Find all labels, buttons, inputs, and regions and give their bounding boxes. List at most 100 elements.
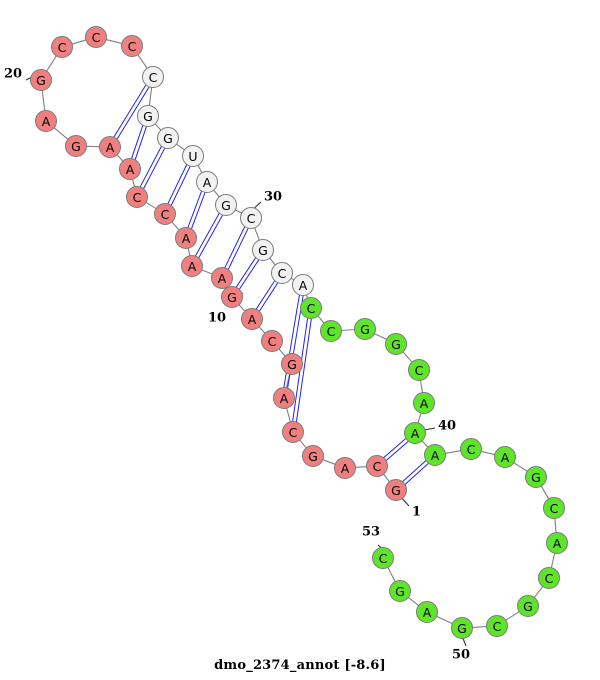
nucleotide-1[interactable]: G (385, 479, 407, 501)
nucleotide-circle[interactable] (538, 567, 560, 589)
nucleotide-circle[interactable] (154, 203, 176, 225)
nucleotide-44[interactable]: G (525, 466, 547, 488)
nucleotide-circle[interactable] (460, 438, 482, 460)
nucleotide-9[interactable]: A (241, 308, 263, 330)
nucleotide-13[interactable]: A (175, 227, 197, 249)
nucleotide-circle[interactable] (126, 186, 148, 208)
nucleotide-47[interactable]: C (538, 567, 560, 589)
nucleotide-7[interactable]: G (281, 353, 303, 375)
nucleotide-circle[interactable] (142, 66, 164, 88)
nucleotide-3[interactable]: A (334, 457, 356, 479)
nucleotide-circle[interactable] (494, 446, 516, 468)
nucleotide-circle[interactable] (240, 207, 262, 229)
nucleotide-circle[interactable] (175, 227, 197, 249)
nucleotide-circle[interactable] (221, 286, 243, 308)
nucleotide-circle[interactable] (273, 387, 295, 409)
nucleotide-17[interactable]: A (99, 136, 121, 158)
nucleotide-36[interactable]: G (354, 318, 376, 340)
nucleotide-31[interactable]: G (252, 239, 274, 261)
nucleotide-circle[interactable] (517, 595, 539, 617)
nucleotide-45[interactable]: C (543, 497, 565, 519)
nucleotide-circle[interactable] (486, 615, 508, 637)
nucleotide-circle[interactable] (385, 333, 407, 355)
nucleotide-circle[interactable] (121, 35, 143, 57)
nucleotide-16[interactable]: A (119, 158, 141, 180)
nucleotide-circle[interactable] (181, 255, 203, 277)
nucleotide-12[interactable]: A (181, 255, 203, 277)
nucleotide-circle[interactable] (302, 445, 324, 467)
nucleotide-circle[interactable] (65, 135, 87, 157)
nucleotide-15[interactable]: C (126, 186, 148, 208)
nucleotide-circle[interactable] (211, 267, 233, 289)
nucleotide-42[interactable]: C (460, 438, 482, 460)
nucleotide-circle[interactable] (416, 601, 438, 623)
nucleotide-circle[interactable] (451, 617, 473, 639)
nucleotide-6[interactable]: A (273, 387, 295, 409)
nucleotide-circle[interactable] (366, 455, 388, 477)
nucleotide-circle[interactable] (404, 422, 426, 444)
nucleotide-4[interactable]: G (302, 445, 324, 467)
nucleotide-43[interactable]: A (494, 446, 516, 468)
nucleotide-23[interactable]: C (121, 35, 143, 57)
nucleotide-circle[interactable] (300, 297, 322, 319)
nucleotide-circle[interactable] (30, 69, 52, 91)
nucleotide-53[interactable]: C (372, 547, 394, 569)
nucleotide-circle[interactable] (389, 580, 411, 602)
nucleotide-circle[interactable] (137, 105, 159, 127)
nucleotide-10[interactable]: G (221, 286, 243, 308)
nucleotide-circle[interactable] (413, 392, 435, 414)
nucleotide-37[interactable]: G (385, 333, 407, 355)
nucleotide-circle[interactable] (372, 547, 394, 569)
nucleotide-circle[interactable] (261, 330, 283, 352)
nucleotide-circle[interactable] (546, 532, 568, 554)
nucleotide-26[interactable]: G (157, 127, 179, 149)
nucleotide-11[interactable]: A (211, 267, 233, 289)
nucleotide-20[interactable]: G (30, 69, 52, 91)
nucleotide-5[interactable]: C (282, 421, 304, 443)
nucleotide-33[interactable]: A (292, 274, 314, 296)
nucleotide-28[interactable]: A (196, 171, 218, 193)
nucleotide-circle[interactable] (241, 308, 263, 330)
nucleotide-circle[interactable] (525, 466, 547, 488)
nucleotide-circle[interactable] (157, 127, 179, 149)
nucleotide-30[interactable]: C (240, 207, 262, 229)
nucleotide-29[interactable]: G (215, 194, 237, 216)
nucleotide-49[interactable]: C (486, 615, 508, 637)
nucleotide-circle[interactable] (334, 457, 356, 479)
nucleotide-circle[interactable] (385, 479, 407, 501)
nucleotide-circle[interactable] (252, 239, 274, 261)
nucleotide-circle[interactable] (292, 274, 314, 296)
nucleotide-circle[interactable] (408, 359, 430, 381)
nucleotide-38[interactable]: C (408, 359, 430, 381)
nucleotide-51[interactable]: A (416, 601, 438, 623)
nucleotide-40[interactable]: A (404, 422, 426, 444)
nucleotide-41[interactable]: A (424, 444, 446, 466)
nucleotide-35[interactable]: C (320, 320, 342, 342)
nucleotide-circle[interactable] (51, 36, 73, 58)
nucleotide-50[interactable]: G (451, 617, 473, 639)
nucleotide-circle[interactable] (282, 421, 304, 443)
nucleotide-21[interactable]: C (51, 36, 73, 58)
nucleotide-24[interactable]: C (142, 66, 164, 88)
nucleotide-48[interactable]: G (517, 595, 539, 617)
nucleotide-18[interactable]: G (65, 135, 87, 157)
nucleotide-circle[interactable] (281, 353, 303, 375)
nucleotide-46[interactable]: A (546, 532, 568, 554)
nucleotide-circle[interactable] (215, 194, 237, 216)
nucleotide-circle[interactable] (271, 262, 293, 284)
nucleotide-circle[interactable] (99, 136, 121, 158)
nucleotide-22[interactable]: C (85, 26, 107, 48)
nucleotide-circle[interactable] (543, 497, 565, 519)
nucleotide-circle[interactable] (119, 158, 141, 180)
nucleotide-14[interactable]: C (154, 203, 176, 225)
nucleotide-2[interactable]: C (366, 455, 388, 477)
nucleotide-circle[interactable] (182, 145, 204, 167)
nucleotide-32[interactable]: C (271, 262, 293, 284)
nucleotide-19[interactable]: A (35, 110, 57, 132)
nucleotide-circle[interactable] (424, 444, 446, 466)
nucleotide-39[interactable]: A (413, 392, 435, 414)
nucleotide-circle[interactable] (320, 320, 342, 342)
nucleotide-34[interactable]: C (300, 297, 322, 319)
nucleotide-circle[interactable] (354, 318, 376, 340)
nucleotide-52[interactable]: G (389, 580, 411, 602)
